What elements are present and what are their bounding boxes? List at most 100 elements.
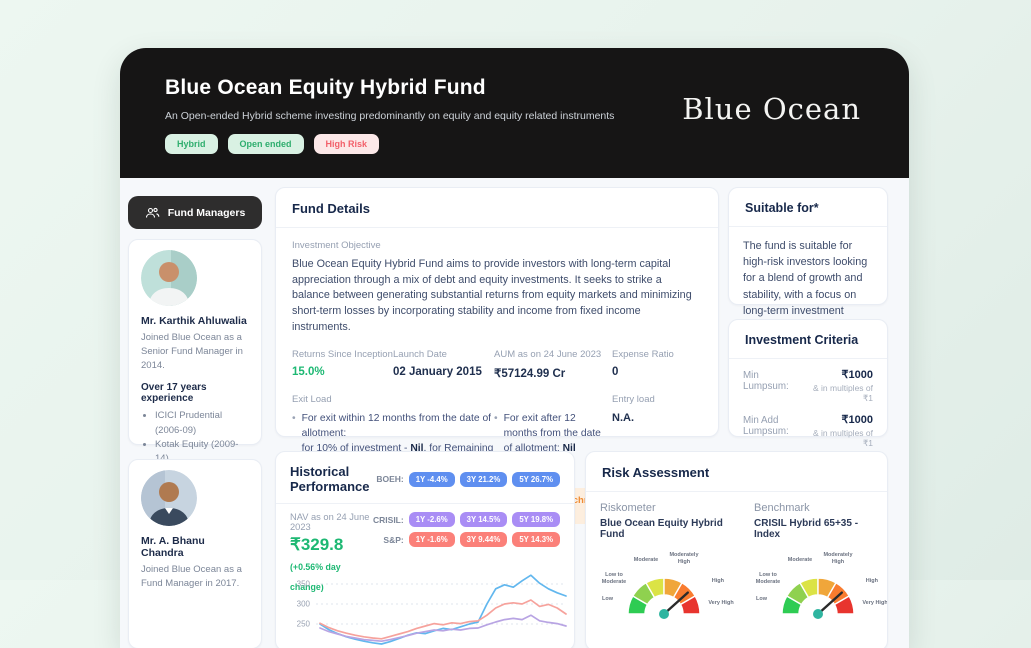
benchmark-pills: CRISIL: 1Y -2.6% 3Y 14.5% 5Y 19.8% S&P: … bbox=[373, 512, 560, 595]
gauge-label-very-high: Very High bbox=[708, 600, 734, 606]
suitable-for-card: Suitable for* The fund is suitable for h… bbox=[728, 187, 888, 333]
entry-load-label: Entry load bbox=[612, 394, 655, 406]
manager-photo bbox=[141, 470, 197, 526]
criteria-row: Min Add Lumpsum: ₹1000 & in multiples of… bbox=[729, 404, 887, 449]
gauge-label-high: High bbox=[711, 578, 724, 584]
page-subtitle: An Open-ended Hybrid scheme investing pr… bbox=[165, 110, 615, 122]
return-pill: 5Y 14.3% bbox=[512, 532, 560, 547]
metric-label: Returns Since Inception bbox=[292, 349, 393, 361]
tag-open-ended: Open ended bbox=[227, 134, 304, 154]
brand-logo: Blue Ocean bbox=[682, 92, 861, 126]
criteria-note: & in multiples of ₹1 bbox=[813, 428, 873, 448]
objective-text: Blue Ocean Equity Hybrid Fund aims to pr… bbox=[292, 258, 692, 333]
gauge-dial bbox=[781, 577, 855, 619]
series-name: CRISIL: bbox=[373, 514, 404, 525]
manager-card-1: Mr. Karthik Ahluwalia Joined Blue Ocean … bbox=[128, 239, 262, 498]
gauge-label-low: Low bbox=[602, 596, 613, 602]
entry-load-block: Entry load N.A. bbox=[612, 394, 702, 472]
gauge-label-low: Low bbox=[756, 596, 767, 602]
gauge-label-moderate: Moderate bbox=[787, 557, 813, 563]
page-header: Blue Ocean Equity Hybrid Fund An Open-en… bbox=[120, 48, 909, 178]
tag-hybrid: Hybrid bbox=[165, 134, 218, 154]
return-pill: 5Y 19.8% bbox=[512, 512, 560, 527]
manager-description: Joined Blue Ocean as a Senior Fund Manag… bbox=[141, 332, 243, 371]
investment-criteria-title: Investment Criteria bbox=[745, 333, 859, 347]
gauge-label-moderately-high: Moderately High bbox=[823, 552, 853, 565]
riskometer-block: Riskometer Blue Ocean Equity Hybrid Fund… bbox=[600, 502, 734, 620]
metric-aum: AUM as on 24 June 2023 ₹57124.99 Cr bbox=[494, 349, 612, 380]
riskometer-sublabel: Blue Ocean Equity Hybrid Fund bbox=[600, 518, 723, 540]
manager-description: Joined Blue Ocean as a Fund Manager in 2… bbox=[141, 564, 242, 589]
exit-load-block-2: • For exit after 12 months from the date… bbox=[494, 394, 612, 472]
metric-expense-ratio: Expense Ratio 0 bbox=[612, 349, 702, 380]
exit-load-label: Exit Load bbox=[292, 394, 332, 406]
exit-load-item: • For exit after 12 months from the date… bbox=[494, 412, 612, 457]
gauge-dial bbox=[627, 577, 701, 619]
fund-page: Blue Ocean Equity Hybrid Fund An Open-en… bbox=[120, 48, 909, 648]
metric-launch-date: Launch Date 02 January 2015 bbox=[393, 349, 494, 380]
metric-value: 15.0% bbox=[292, 366, 325, 379]
historical-performance-card: Historical Performance BOEH: 1Y -4.4% 3Y… bbox=[275, 451, 575, 648]
metric-value: ₹57124.99 Cr bbox=[494, 368, 566, 381]
entry-load-value: N.A. bbox=[612, 412, 634, 425]
tag-high-risk: High Risk bbox=[313, 134, 380, 154]
performance-title: Historical Performance bbox=[290, 464, 370, 494]
series-badges-crisil: CRISIL: 1Y -2.6% 3Y 14.5% 5Y 19.8% bbox=[373, 512, 560, 527]
riskometer-label: Riskometer bbox=[600, 502, 656, 514]
metric-returns: Returns Since Inception 15.0% bbox=[292, 349, 393, 380]
risk-title: Risk Assessment bbox=[602, 465, 710, 480]
return-pill: 3Y 9.44% bbox=[459, 532, 508, 547]
divider bbox=[276, 227, 718, 228]
svg-text:300: 300 bbox=[297, 600, 311, 609]
fund-metrics: Returns Since Inception 15.0% Launch Dat… bbox=[276, 335, 718, 380]
series-badges-sp: S&P: 1Y -1.6% 3Y 9.44% 5Y 14.3% bbox=[383, 532, 560, 547]
return-pill: 3Y 21.2% bbox=[459, 471, 508, 487]
manager-name: Mr. Karthik Ahluwalia bbox=[141, 315, 247, 327]
divider bbox=[729, 358, 887, 359]
suitable-for-title: Suitable for* bbox=[745, 201, 819, 215]
divider bbox=[586, 491, 887, 492]
manager-name: Mr. A. Bhanu Chandra bbox=[141, 535, 205, 559]
fund-details-title: Fund Details bbox=[292, 201, 371, 216]
divider bbox=[729, 226, 887, 227]
criteria-value: ₹1000 bbox=[841, 414, 873, 426]
exit-load-value: Nil bbox=[562, 443, 576, 455]
gauge-label-moderate: Moderate bbox=[633, 557, 659, 563]
criteria-label: Min Add Lumpsum: bbox=[743, 415, 789, 437]
nav-line-chart[interactable]: 350 300 250 bbox=[282, 570, 572, 648]
criteria-label: Min Lumpsum: bbox=[743, 370, 789, 392]
gauge-label-moderately-high: Moderately High bbox=[669, 552, 699, 565]
benchmark-label: Benchmark bbox=[754, 502, 810, 514]
manager-experience-list: ICICI Prudential (2006-09) Kotak Equity … bbox=[141, 409, 249, 466]
bullet-dot: • bbox=[494, 413, 498, 425]
svg-text:250: 250 bbox=[297, 620, 311, 629]
fund-details-card: Fund Details Investment Objective Blue O… bbox=[275, 187, 719, 524]
experience-item: Kotak Equity (2009-14) bbox=[155, 438, 249, 467]
exit-load-text: For exit after 12 months from the date o… bbox=[503, 413, 601, 455]
metric-value: 02 January 2015 bbox=[393, 366, 482, 379]
people-icon bbox=[145, 207, 160, 219]
fund-managers-button[interactable]: Fund Managers bbox=[128, 196, 262, 229]
metric-label: Launch Date bbox=[393, 349, 447, 361]
return-pill: 3Y 14.5% bbox=[459, 512, 508, 527]
manager-experience-title: Over 17 years experience bbox=[141, 382, 207, 405]
bullet-dot: • bbox=[292, 413, 296, 425]
series-name: BOEH: bbox=[376, 474, 404, 484]
return-pill: 1Y -2.6% bbox=[408, 512, 455, 527]
risk-gauge: Low Low to Moderate Moderate Moderately … bbox=[600, 548, 734, 620]
benchmark-sublabel: CRISIL Hybrid 65+35 - Index bbox=[754, 518, 859, 540]
series-name: S&P: bbox=[383, 534, 404, 545]
criteria-value: ₹1000 bbox=[841, 369, 873, 381]
nav-label: NAV as on 24 June 2023 bbox=[290, 512, 370, 532]
exit-load-value: Nil bbox=[410, 443, 424, 455]
exit-load-text: for 10% of investment - bbox=[301, 443, 411, 455]
metric-label: AUM as on 24 June 2023 bbox=[494, 349, 602, 361]
benchmark-gauge-block: Benchmark CRISIL Hybrid 65+35 - Index Lo… bbox=[754, 502, 888, 620]
metric-label: Expense Ratio bbox=[612, 349, 674, 361]
exit-load-text: For exit within 12 months from the date … bbox=[301, 413, 492, 440]
spacer-label bbox=[494, 394, 612, 405]
metric-value: 0 bbox=[612, 366, 619, 379]
series-badges-boeh: BOEH: 1Y -4.4% 3Y 21.2% 5Y 26.7% bbox=[376, 471, 560, 487]
gauge-label-very-high: Very High bbox=[862, 600, 888, 606]
fund-managers-button-label: Fund Managers bbox=[167, 206, 246, 219]
